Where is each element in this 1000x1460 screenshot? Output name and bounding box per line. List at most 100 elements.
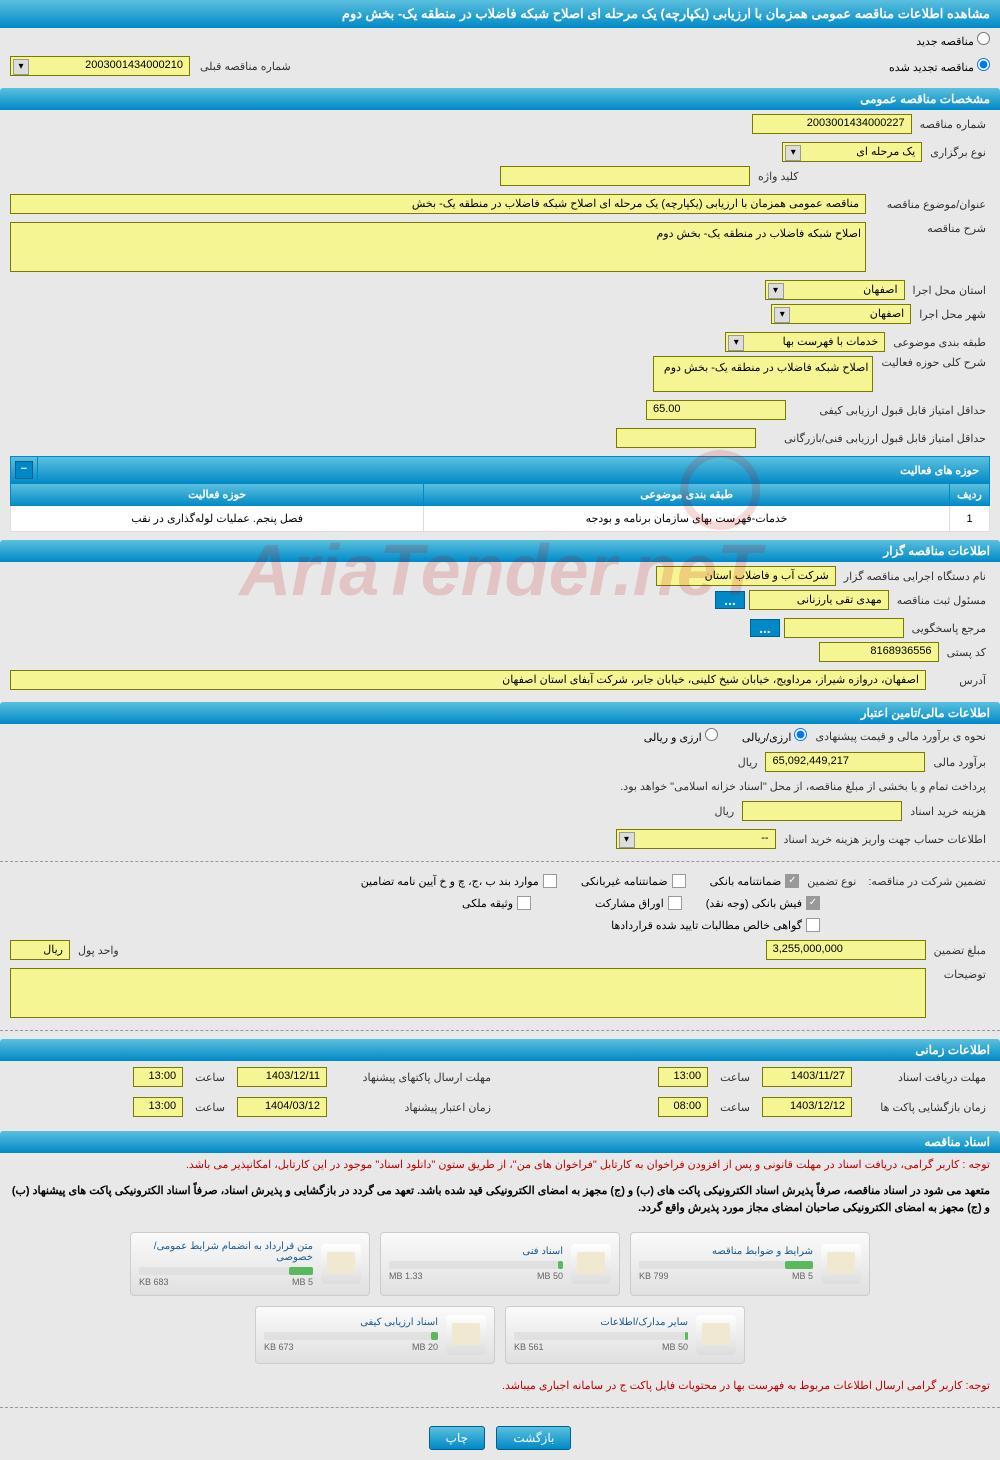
validity-time[interactable]: 13:00 (133, 1097, 183, 1117)
collapse-icon[interactable]: − (15, 461, 33, 479)
packet-deadline-date[interactable]: 1403/12/11 (237, 1067, 327, 1087)
min-score-field[interactable]: 65.00 (646, 400, 786, 420)
divider (0, 1407, 1000, 1408)
province-select[interactable]: اصفهان ▾ (765, 280, 905, 300)
document-box[interactable]: متن قرارداد به انضمام شرایط عمومی/خصوصی … (130, 1232, 370, 1296)
guarantee-amount-field[interactable]: 3,255,000,000 (766, 940, 926, 960)
chevron-down-icon: ▾ (768, 283, 784, 299)
col-category: طبقه بندی موضوعی (424, 484, 950, 506)
money-unit-field: ریال (10, 940, 70, 960)
activity-desc-field[interactable]: اصلاح شبکه فاضلاب در منطقه یک- بخش دوم (653, 356, 873, 392)
guarantee-amount-label: مبلغ تضمین (930, 944, 990, 957)
amount-field[interactable]: 65,092,449,217 (765, 752, 925, 772)
postal-label: کد پستی (943, 646, 990, 659)
print-button[interactable]: چاپ (429, 1426, 485, 1450)
notes-field[interactable] (10, 968, 926, 1018)
contact-field[interactable] (784, 618, 904, 638)
desc-field[interactable]: اصلاح شبکه فاضلاب در منطقه یک- بخش دوم (10, 222, 866, 272)
back-button[interactable]: بازگشت (496, 1426, 571, 1450)
keyword-field[interactable] (500, 166, 750, 186)
chevron-down-icon: ▾ (13, 59, 29, 75)
doc-total: 5 MB (292, 1277, 313, 1287)
title-field[interactable]: مناقصه عمومی همزمان با ارزیابی (یکپارچه)… (10, 194, 866, 214)
amount-label: برآورد مالی (929, 756, 990, 769)
radio-new-tender[interactable] (977, 32, 990, 45)
progress-bar (514, 1332, 688, 1340)
guarantee-label: تضمین شرکت در مناقصه: (864, 875, 990, 888)
manager-label: مسئول ثبت مناقصه (893, 594, 990, 607)
checkbox-nonbank[interactable] (672, 874, 686, 888)
checkbox-bank-guarantee[interactable] (785, 874, 799, 888)
doc-total: 20 MB (412, 1342, 438, 1352)
doc-title: سایر مدارک/اطلاعات (514, 1317, 688, 1328)
city-select[interactable]: اصفهان ▾ (771, 304, 911, 324)
time-label: ساعت (191, 1101, 229, 1114)
document-box[interactable]: اسناد ارزیابی کیفی 20 MB673 KB (255, 1306, 495, 1364)
min-score-label: حداقل امتیاز قابل قبول ارزیابی کیفی (790, 404, 990, 417)
progress-bar (264, 1332, 438, 1340)
progress-bar (639, 1261, 813, 1269)
chevron-down-icon: ▾ (774, 307, 790, 323)
city-label: شهر محل اجرا (915, 308, 990, 321)
opening-label: زمان بازگشایی پاکت ها (860, 1101, 990, 1114)
doc-title: متن قرارداد به انضمام شرایط عمومی/خصوصی (139, 1241, 313, 1263)
address-field[interactable]: اصفهان، دروازه شیراز، مرداویج، خیابان شی… (10, 670, 926, 690)
doc-used: 799 KB (639, 1271, 669, 1281)
min-tech-score-field[interactable] (616, 428, 756, 448)
tender-number-label: شماره مناقصه (916, 118, 990, 131)
checkbox-bonds[interactable] (668, 896, 682, 910)
prev-number-label: شماره مناقصه قبلی (196, 60, 295, 73)
ellipsis-button[interactable]: ... (715, 591, 745, 609)
doc-purchase-field[interactable] (742, 801, 902, 821)
checkbox-certificate[interactable] (806, 918, 820, 932)
checkbox-property[interactable] (517, 896, 531, 910)
category-label: طبقه بندی موضوعی (889, 336, 990, 349)
guarantee-type-label: نوع تضمین (803, 875, 860, 888)
time-label: ساعت (191, 1071, 229, 1084)
address-label: آدرس (930, 674, 990, 687)
chevron-down-icon: ▾ (785, 145, 801, 161)
chevron-down-icon: ▾ (728, 335, 744, 351)
opening-time[interactable]: 08:00 (658, 1097, 708, 1117)
checkbox-cash[interactable] (806, 896, 820, 910)
document-box[interactable]: سایر مدارک/اطلاعات 50 MB 561 KB (505, 1306, 745, 1364)
document-box[interactable]: شرایط و ضوابط مناقصه 5 MB799 KB (630, 1232, 870, 1296)
account-select[interactable]: -- ▾ (616, 829, 776, 849)
doc-total: 50 MB (662, 1342, 688, 1352)
notice-bold: متعهد می شود در اسناد مناقصه، صرفاً پذیر… (0, 1179, 1000, 1222)
radio-rial[interactable] (794, 728, 807, 741)
validity-date[interactable]: 1404/03/12 (237, 1097, 327, 1117)
doc-used: 561 KB (514, 1342, 544, 1352)
chevron-down-icon: ▾ (619, 832, 635, 848)
org-label: نام دستگاه اجرایی مناقصه گزار (840, 570, 990, 583)
notice-red-2: توجه: کاربر گرامی ارسال اطلاعات مربوط به… (0, 1374, 1000, 1400)
radio-renewed-tender[interactable] (977, 58, 990, 71)
time-label: ساعت (716, 1071, 754, 1084)
col-row: ردیف (950, 484, 990, 506)
prev-tender-select[interactable]: 2003001434000210 ▾ (10, 56, 190, 76)
notice-red: توجه : کاربر گرامی، دریافت اسناد در مهلت… (0, 1153, 1000, 1179)
ellipsis-button[interactable]: ... (750, 619, 780, 637)
postal-field[interactable]: 8168936556 (819, 642, 939, 662)
radio-new-label: مناقصه جدید (916, 36, 974, 48)
packet-deadline-time[interactable]: 13:00 (133, 1067, 183, 1087)
table-row: 1 خدمات-فهرست بهای سازمان برنامه و بودجه… (11, 506, 990, 532)
document-box[interactable]: اسناد فنی 50 MB1.33 MB (380, 1232, 620, 1296)
section-holder: اطلاعات مناقصه گزار (0, 540, 1000, 562)
payment-note: پرداخت تمام و یا بخشی از مبلغ مناقصه، از… (616, 780, 990, 793)
doc-deadline-date[interactable]: 1403/11/27 (762, 1067, 852, 1087)
contact-label: مرجع پاسخگویی (908, 622, 990, 635)
desc-label: شرح مناقصه (870, 222, 990, 235)
divider (0, 861, 1000, 862)
opening-date[interactable]: 1403/12/12 (762, 1097, 852, 1117)
keyword-label: کلید واژه (754, 170, 802, 183)
radio-renewed-label: مناقصه تجدید شده (889, 62, 974, 74)
page-title-bar: مشاهده اطلاعات مناقصه عمومی همزمان با ار… (0, 0, 1000, 28)
type-select[interactable]: یک مرحله ای ▾ (782, 142, 922, 162)
folder-icon (821, 1244, 861, 1284)
doc-deadline-time[interactable]: 13:00 (658, 1067, 708, 1087)
checkbox-clauses[interactable] (543, 874, 557, 888)
radio-currency[interactable] (705, 728, 718, 741)
category-select[interactable]: خدمات با فهرست بها ▾ (725, 332, 885, 352)
doc-title: اسناد فنی (389, 1246, 563, 1257)
